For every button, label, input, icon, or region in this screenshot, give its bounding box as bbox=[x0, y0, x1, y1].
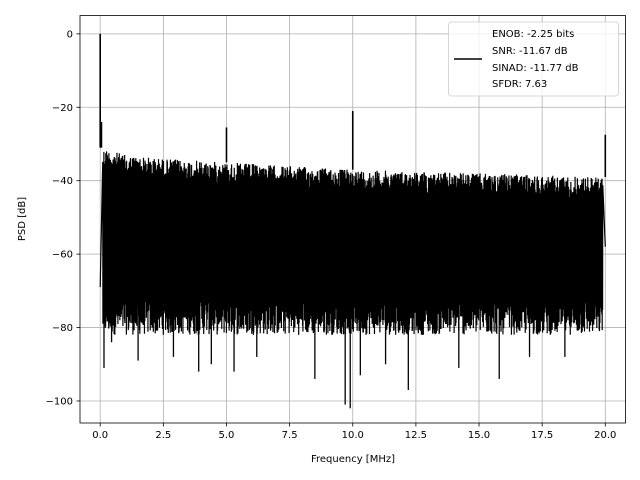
x-tick-label: 7.5 bbox=[282, 430, 298, 441]
y-tick-label: −40 bbox=[52, 176, 73, 187]
y-tick-label: −100 bbox=[46, 396, 73, 407]
x-tick-label: 17.5 bbox=[531, 430, 553, 441]
x-tick-label: 5.0 bbox=[219, 430, 235, 441]
x-axis-title: Frequency [MHz] bbox=[311, 454, 395, 465]
x-tick-label: 2.5 bbox=[155, 430, 171, 441]
y-axis: 0 −20 −40 −60 −80 −100 bbox=[46, 29, 80, 407]
x-tick-label: 15.0 bbox=[468, 430, 490, 441]
legend-line-snr: SNR: -11.67 dB bbox=[492, 46, 568, 57]
legend-box bbox=[448, 21, 619, 97]
legend-line-enob: ENOB: -2.25 bits bbox=[492, 29, 574, 40]
y-tick-label: −60 bbox=[52, 250, 73, 261]
legend-line-sfdr: SFDR: 7.63 bbox=[492, 79, 547, 90]
legend: ENOB: -2.25 bits SNR: -11.67 dB SINAD: -… bbox=[448, 21, 619, 97]
x-tick-label: 0.0 bbox=[92, 430, 108, 441]
y-tick-label: −80 bbox=[52, 323, 73, 334]
psd-series bbox=[99, 33, 607, 409]
x-tick-label: 10.0 bbox=[342, 430, 364, 441]
y-tick-label: 0 bbox=[67, 29, 73, 40]
x-tick-label: 20.0 bbox=[594, 430, 616, 441]
y-axis-title: PSD [dB] bbox=[17, 197, 28, 241]
x-axis: 0.0 2.5 5.0 7.5 10.0 12.5 15.0 17.5 20.0 bbox=[92, 423, 616, 441]
noise-floor-trace bbox=[99, 151, 606, 335]
y-tick-label: −20 bbox=[52, 103, 73, 114]
legend-line-sinad: SINAD: -11.77 dB bbox=[492, 63, 579, 74]
x-tick-label: 12.5 bbox=[405, 430, 427, 441]
